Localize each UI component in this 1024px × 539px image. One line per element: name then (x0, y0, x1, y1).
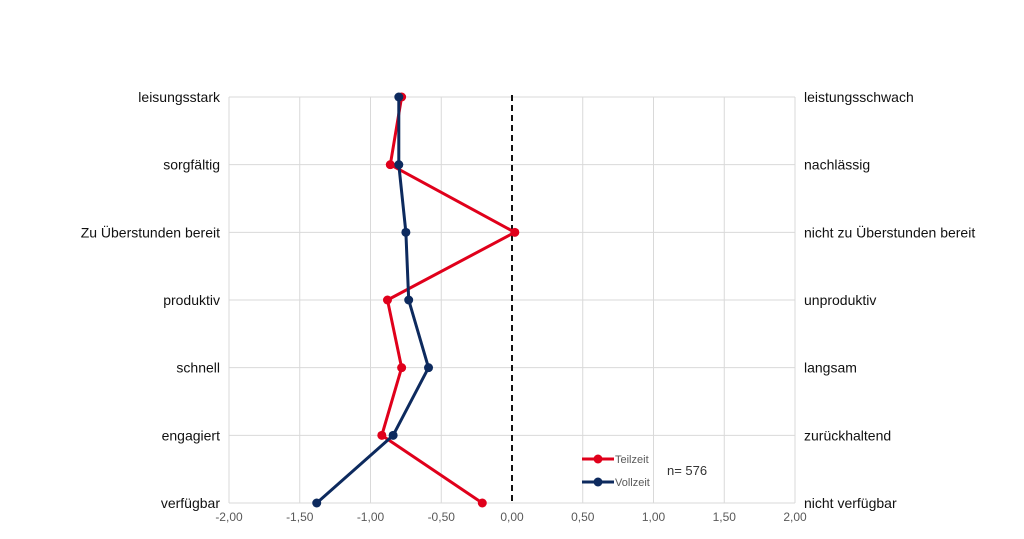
left-category-label: sorgfältig (163, 157, 220, 173)
x-tick-label: 0,00 (500, 510, 524, 524)
left-category-label: engagiert (162, 427, 220, 443)
right-category-label: nicht verfügbar (804, 495, 897, 511)
right-category-label: leistungsschwach (804, 89, 914, 105)
x-tick-label: 1,50 (713, 510, 737, 524)
legend-label-vollzeit: Vollzeit (615, 477, 650, 489)
data-point-vollzeit (312, 498, 322, 508)
data-point-teilzeit (382, 295, 392, 305)
series-group (312, 92, 520, 508)
right-category-label: langsam (804, 360, 857, 376)
left-category-label: produktiv (163, 292, 220, 308)
data-point-vollzeit (394, 92, 404, 102)
x-tick-label: 2,00 (783, 510, 807, 524)
data-point-vollzeit (401, 227, 411, 237)
data-point-teilzeit (385, 160, 395, 170)
x-tick-label: 0,50 (571, 510, 595, 524)
data-point-teilzeit (397, 363, 407, 373)
data-point-vollzeit (394, 160, 404, 170)
x-tick-label: -1,00 (357, 510, 385, 524)
data-point-vollzeit (388, 430, 398, 440)
data-point-vollzeit (424, 363, 434, 373)
data-point-teilzeit (477, 498, 487, 508)
data-point-teilzeit (510, 227, 520, 237)
data-point-teilzeit (377, 430, 387, 440)
right-category-label: unproduktiv (804, 292, 876, 308)
left-category-label: Zu Überstunden bereit (81, 223, 220, 240)
x-tick-label: -2,00 (215, 510, 243, 524)
right-category-label: zurückhaltend (804, 427, 891, 443)
sample-size-note: n= 576 (667, 463, 707, 478)
right-category-label: nicht zu Überstunden bereit (804, 223, 975, 240)
x-axis-ticks: -2,00 -1,50 -1,00 -0,50 0,00 0,50 1,00 1,50 2,00 (215, 510, 807, 524)
legend-marker-vollzeit (593, 477, 603, 487)
legend: Teilzeit Vollzeit (582, 454, 650, 489)
left-category-label: leisungsstark (138, 89, 221, 105)
left-category-label: verfügbar (161, 495, 220, 511)
x-tick-label: -0,50 (428, 510, 456, 524)
legend-label-teilzeit: Teilzeit (615, 454, 649, 466)
data-point-vollzeit (404, 295, 414, 305)
x-tick-label: -1,50 (286, 510, 314, 524)
legend-marker-teilzeit (593, 454, 603, 464)
left-category-label: schnell (176, 360, 220, 376)
right-category-label: nachlässig (804, 157, 870, 173)
x-tick-label: 1,00 (642, 510, 666, 524)
category-labels: leisungsstark sorgfältig Zu Überstunden be… (81, 89, 976, 511)
